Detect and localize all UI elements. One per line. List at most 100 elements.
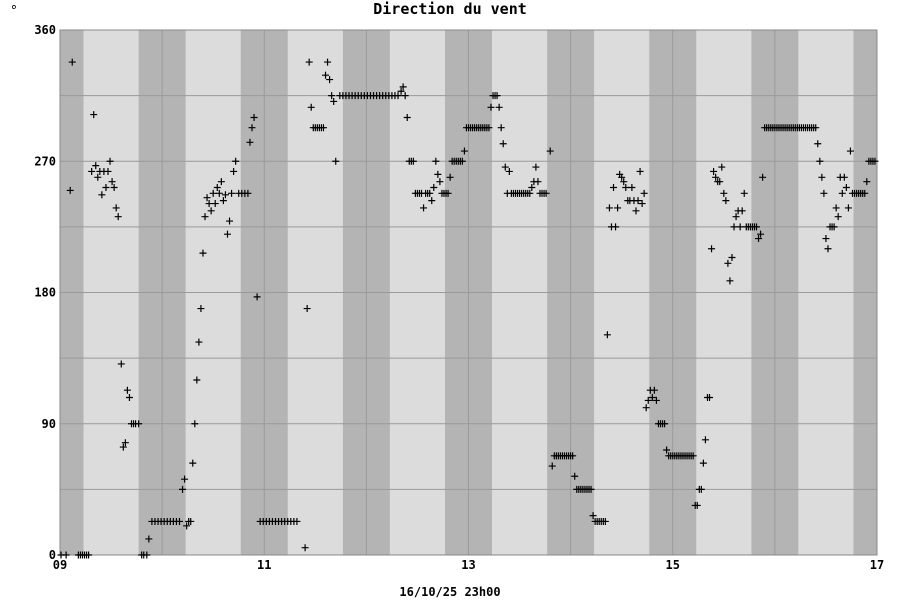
data-point — [98, 191, 106, 199]
data-point — [219, 197, 227, 205]
data-point — [697, 485, 705, 493]
data-point — [844, 204, 852, 212]
data-point — [759, 173, 767, 181]
data-point — [871, 157, 879, 165]
data-point — [121, 439, 129, 447]
data-point — [426, 189, 434, 197]
data-point — [732, 213, 740, 221]
data-point — [650, 386, 658, 394]
data-point — [430, 184, 438, 191]
data-point — [485, 124, 493, 132]
data-point — [730, 223, 738, 231]
data-point — [250, 114, 258, 121]
data-point — [814, 140, 822, 148]
y-tick-label: 270 — [34, 154, 56, 168]
data-point — [195, 338, 203, 346]
chart-title: Direction du vent — [373, 0, 527, 18]
x-tick-label: 17 — [870, 558, 884, 572]
data-point — [528, 184, 536, 191]
data-point — [88, 167, 96, 175]
data-point — [757, 230, 765, 238]
data-point — [444, 189, 452, 197]
data-point — [85, 551, 93, 559]
data-point — [526, 189, 534, 197]
data-point — [663, 446, 671, 454]
data-point — [832, 204, 840, 212]
data-point — [332, 157, 340, 165]
data-point — [846, 147, 854, 155]
data-point — [571, 472, 579, 480]
data-point — [755, 235, 763, 243]
data-point — [636, 167, 644, 175]
plot-frame — [59, 29, 878, 556]
data-point — [640, 189, 648, 197]
data-point — [201, 213, 209, 221]
data-point — [614, 204, 622, 212]
x-axis-ticks: 09 11 13 15 17 — [53, 558, 884, 572]
data-points — [57, 58, 879, 559]
data-point — [213, 184, 221, 191]
data-point — [652, 396, 660, 404]
data-point — [293, 517, 301, 525]
data-point — [305, 58, 313, 66]
data-point — [722, 197, 730, 205]
y-tick-label: 0 — [49, 548, 56, 562]
data-point — [420, 204, 428, 212]
data-point — [181, 475, 189, 483]
data-point — [820, 189, 828, 197]
data-point — [648, 394, 656, 401]
data-point — [716, 178, 724, 186]
data-point — [712, 173, 720, 181]
data-point — [230, 167, 238, 175]
data-point — [546, 147, 554, 155]
data-point — [324, 58, 332, 66]
data-point — [840, 173, 848, 181]
data-point — [397, 87, 405, 95]
data-point — [319, 124, 327, 132]
data-point — [720, 189, 728, 197]
data-point — [244, 189, 252, 197]
data-point — [428, 197, 436, 205]
data-point — [603, 331, 611, 339]
data-point — [217, 178, 225, 186]
data-point — [710, 167, 718, 175]
data-point — [534, 178, 542, 186]
data-point — [863, 178, 871, 186]
data-point — [661, 420, 669, 428]
data-point — [726, 277, 734, 285]
x-tick-label: 15 — [666, 558, 680, 572]
x-tick-label: 11 — [257, 558, 271, 572]
data-point — [215, 189, 223, 197]
data-point — [145, 535, 153, 543]
data-point — [830, 223, 838, 231]
data-point — [199, 249, 207, 257]
data-point — [634, 197, 642, 205]
data-point — [123, 386, 131, 394]
data-point — [589, 512, 597, 520]
y-tick-label: 360 — [34, 23, 56, 37]
data-point — [569, 452, 577, 460]
data-point — [248, 124, 256, 132]
data-point — [326, 76, 334, 84]
data-point — [191, 420, 199, 428]
data-point — [228, 189, 236, 197]
data-point — [618, 173, 626, 181]
y-unit-label: ° — [10, 4, 18, 19]
data-point — [497, 124, 505, 132]
data-point — [394, 92, 402, 100]
data-point — [822, 235, 830, 243]
data-point — [436, 178, 444, 186]
data-point — [548, 462, 556, 470]
data-point — [114, 213, 122, 221]
data-point — [232, 157, 240, 165]
data-point — [253, 293, 261, 301]
data-point — [818, 173, 826, 181]
data-point — [205, 200, 213, 208]
data-point — [226, 217, 234, 225]
data-point — [432, 157, 440, 165]
data-point — [505, 167, 513, 175]
data-point — [409, 157, 417, 165]
data-point — [189, 459, 197, 467]
data-point — [143, 551, 151, 559]
data-point — [861, 189, 869, 197]
